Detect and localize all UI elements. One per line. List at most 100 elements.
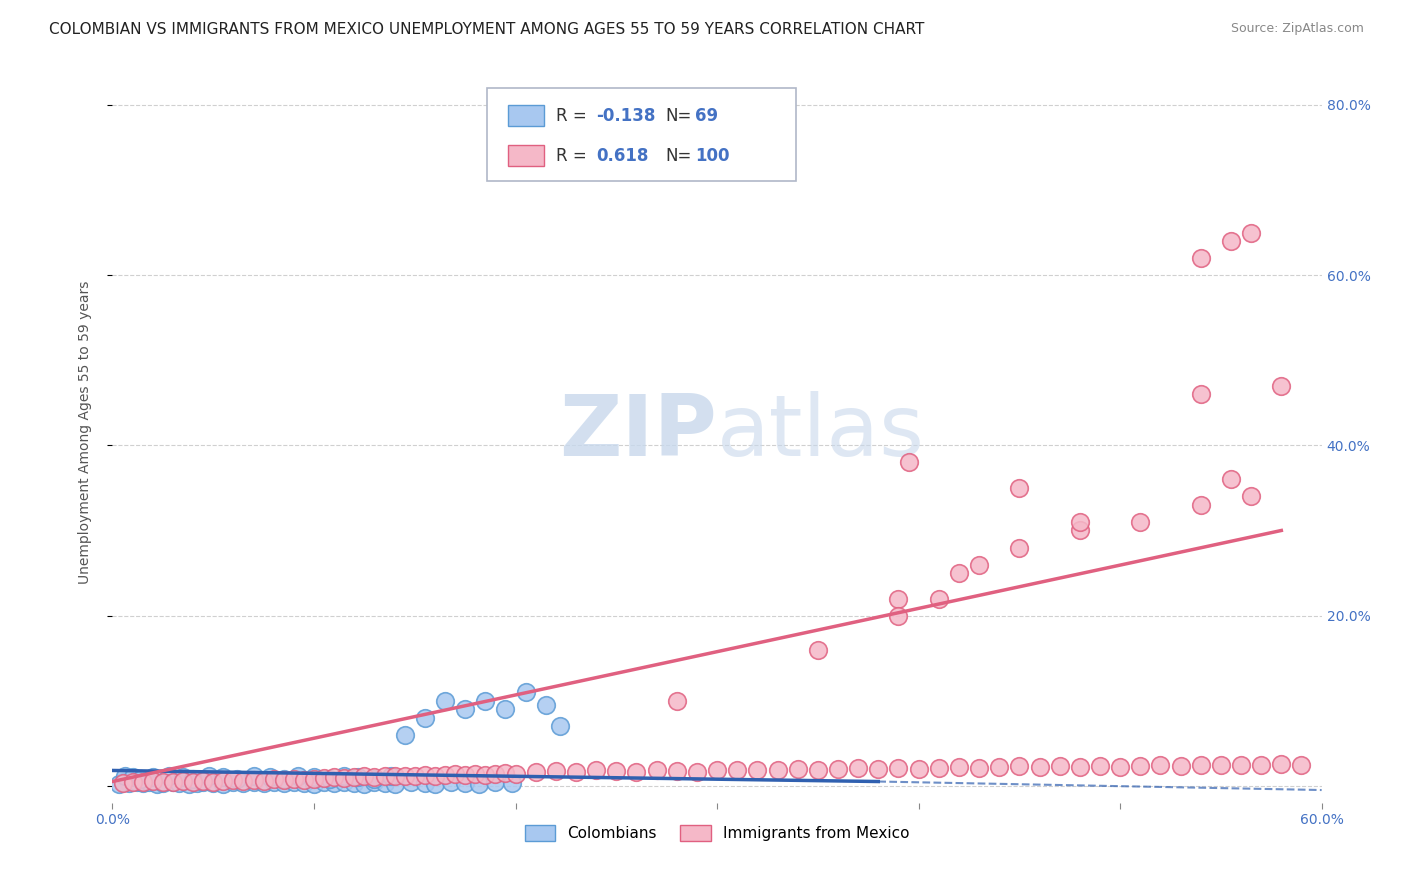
Point [353, 769, 375, 783]
Point [1149, 758, 1171, 772]
Point [1189, 758, 1212, 772]
Point [1250, 757, 1272, 772]
Text: N=: N= [665, 107, 692, 125]
FancyBboxPatch shape [488, 88, 796, 181]
Point [1270, 379, 1292, 393]
Point [887, 591, 910, 606]
Point [273, 772, 295, 787]
Point [146, 777, 169, 791]
Point [1069, 524, 1091, 538]
Point [283, 772, 305, 786]
Point [107, 777, 129, 791]
Point [198, 768, 221, 782]
Point [1240, 226, 1263, 240]
Point [495, 702, 517, 716]
Point [706, 764, 728, 778]
Text: 69: 69 [696, 107, 718, 125]
Point [138, 775, 160, 789]
Text: R =: R = [557, 107, 592, 125]
Point [1109, 760, 1132, 774]
Point [333, 775, 356, 789]
FancyBboxPatch shape [508, 105, 544, 126]
Point [1291, 757, 1313, 772]
Point [302, 770, 325, 784]
Point [283, 775, 305, 789]
Point [565, 765, 588, 780]
Point [394, 769, 416, 783]
Point [212, 773, 235, 788]
Point [186, 776, 208, 790]
Point [1028, 760, 1050, 774]
Point [846, 761, 869, 775]
Point [292, 772, 315, 787]
Point [807, 763, 830, 777]
Point [786, 762, 808, 776]
Point [253, 776, 276, 790]
Point [524, 765, 547, 780]
Point [440, 775, 463, 789]
Point [665, 694, 688, 708]
Point [374, 776, 396, 790]
Point [142, 773, 165, 788]
Point [302, 772, 325, 786]
Point [967, 558, 990, 572]
Point [121, 770, 143, 784]
Point [1189, 387, 1212, 401]
Point [665, 764, 688, 779]
Point [413, 711, 436, 725]
Point [534, 698, 557, 712]
Point [117, 776, 139, 790]
Text: COLOMBIAN VS IMMIGRANTS FROM MEXICO UNEMPLOYMENT AMONG AGES 55 TO 59 YEARS CORRE: COLOMBIAN VS IMMIGRANTS FROM MEXICO UNEM… [49, 22, 925, 37]
Point [125, 775, 148, 789]
Point [319, 772, 342, 786]
Point [132, 775, 155, 789]
Point [111, 774, 134, 789]
Legend: Colombians, Immigrants from Mexico: Colombians, Immigrants from Mexico [519, 819, 915, 847]
Point [172, 773, 194, 788]
Point [887, 608, 910, 623]
Point [1069, 760, 1091, 774]
Point [323, 776, 346, 790]
Point [263, 772, 285, 786]
Point [253, 773, 276, 788]
Point [353, 777, 375, 791]
Point [232, 773, 254, 788]
Point [1189, 498, 1212, 512]
Point [868, 762, 890, 776]
Point [505, 767, 527, 781]
Point [807, 642, 830, 657]
Point [495, 766, 517, 780]
Point [1209, 757, 1232, 772]
Text: N=: N= [665, 146, 692, 165]
Point [1220, 234, 1243, 248]
Point [394, 728, 416, 742]
Point [114, 768, 136, 782]
Point [548, 719, 571, 733]
Point [1170, 759, 1192, 773]
Point [384, 768, 406, 782]
Point [413, 768, 436, 782]
Point [423, 777, 446, 791]
Point [226, 772, 249, 786]
Point [374, 769, 396, 783]
Point [380, 768, 402, 782]
Text: ZIP: ZIP [560, 391, 717, 475]
Point [747, 764, 769, 778]
Point [152, 776, 174, 790]
Point [468, 777, 491, 791]
Point [544, 764, 567, 779]
Point [827, 762, 849, 776]
Point [273, 772, 295, 786]
Point [928, 591, 950, 606]
Point [988, 760, 1011, 774]
Point [162, 775, 184, 789]
Point [897, 455, 920, 469]
Point [347, 770, 370, 784]
Point [1088, 759, 1111, 773]
Y-axis label: Unemployment Among Ages 55 to 59 years: Unemployment Among Ages 55 to 59 years [77, 281, 91, 584]
Text: R =: R = [557, 146, 592, 165]
Point [433, 768, 456, 782]
Point [907, 762, 929, 776]
Point [766, 763, 789, 777]
Point [157, 768, 180, 782]
